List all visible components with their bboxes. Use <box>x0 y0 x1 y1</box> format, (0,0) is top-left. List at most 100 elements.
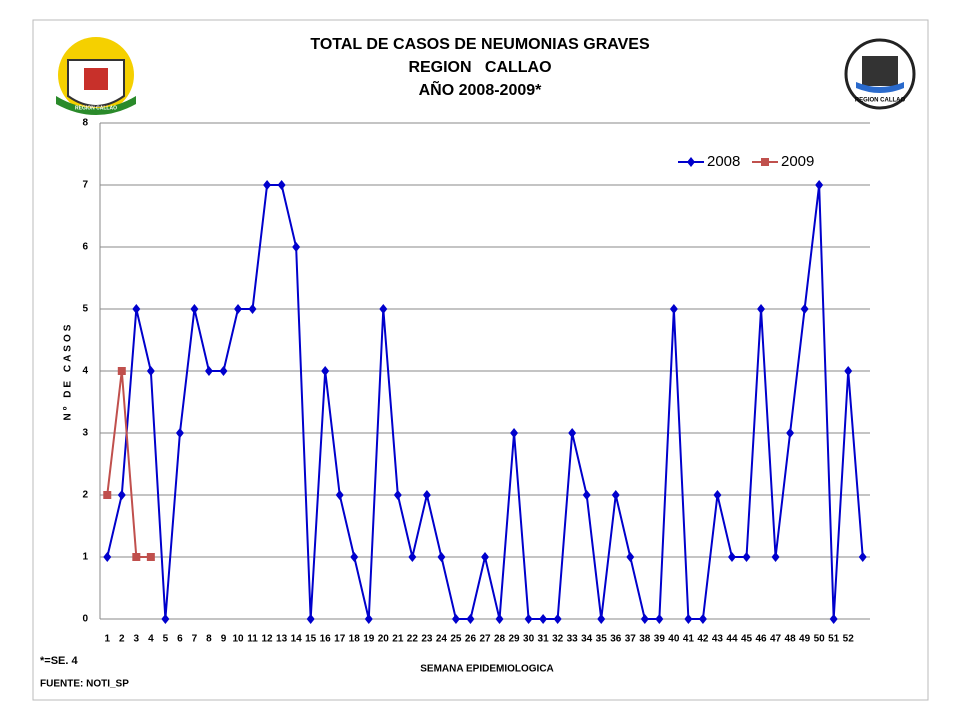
x-tick-label: 16 <box>320 634 332 645</box>
legend-marker <box>761 158 769 166</box>
marker <box>597 614 606 624</box>
marker <box>495 614 504 624</box>
marker <box>669 304 678 314</box>
title-line: REGION CALLAO <box>408 59 551 76</box>
title-line: AÑO 2008-2009* <box>419 79 543 99</box>
x-tick-label: 49 <box>799 634 811 645</box>
x-tick-label: 33 <box>567 634 579 645</box>
marker <box>568 428 577 438</box>
source: FUENTE: NOTI_SP <box>40 679 129 690</box>
marker <box>786 428 795 438</box>
y-tick-label: 8 <box>82 118 88 129</box>
logo-text: REGION CALLAO <box>75 105 117 111</box>
x-tick-label: 34 <box>581 634 593 645</box>
marker <box>466 614 475 624</box>
y-tick-label: 3 <box>82 428 88 439</box>
marker <box>437 552 446 562</box>
x-tick-label: 14 <box>291 634 303 645</box>
x-tick-label: 25 <box>450 634 462 645</box>
marker <box>277 180 286 190</box>
x-axis-label: SEMANA EPIDEMIOLOGICA <box>420 664 554 675</box>
x-tick-label: 15 <box>305 634 317 645</box>
x-tick-label: 51 <box>828 634 840 645</box>
x-tick-label: 46 <box>755 634 767 645</box>
x-tick-label: 30 <box>523 634 535 645</box>
x-tick-label: 11 <box>247 634 258 645</box>
x-tick-label: 28 <box>494 634 506 645</box>
marker <box>713 490 722 500</box>
marker <box>117 490 126 500</box>
x-tick-label: 40 <box>668 634 680 645</box>
x-tick-label: 47 <box>770 634 782 645</box>
marker <box>524 614 533 624</box>
x-tick-label: 36 <box>610 634 622 645</box>
marker <box>190 304 199 314</box>
x-tick-label: 27 <box>479 634 491 645</box>
marker <box>451 614 460 624</box>
series-line <box>106 370 151 558</box>
x-tick-label: 29 <box>508 634 520 645</box>
logo-right: REGION CALLAO <box>844 38 916 110</box>
marker <box>727 552 736 562</box>
x-tick-label: 2 <box>119 634 125 645</box>
marker <box>553 614 562 624</box>
logo-text: REGION CALLAO <box>855 98 906 104</box>
x-tick-label: 41 <box>683 634 695 645</box>
x-tick-label: 43 <box>712 634 724 645</box>
marker <box>379 304 388 314</box>
x-tick-label: 38 <box>639 634 651 645</box>
marker <box>175 428 184 438</box>
x-tick-label: 35 <box>596 634 608 645</box>
x-tick-label: 42 <box>697 634 709 645</box>
x-tick-label: 19 <box>363 634 375 645</box>
x-tick-label: 9 <box>221 634 227 645</box>
y-tick-label: 7 <box>82 180 88 191</box>
marker <box>582 490 591 500</box>
y-axis-label: Nº DE CASOS <box>63 322 74 421</box>
marker <box>684 614 693 624</box>
x-tick-label: 24 <box>436 634 448 645</box>
title-line: TOTAL DE CASOS DE NEUMONIAS GRAVES <box>310 36 650 53</box>
legend-label: 2009 <box>781 153 814 170</box>
marker <box>829 614 838 624</box>
marker <box>263 180 272 190</box>
marker <box>234 304 243 314</box>
x-tick-label: 3 <box>134 634 140 645</box>
marker <box>103 552 112 562</box>
legend-label: 2008 <box>707 153 740 170</box>
logo-ribbon <box>56 96 136 115</box>
x-tick-label: 13 <box>276 634 288 645</box>
marker <box>321 366 330 376</box>
x-tick-label: 44 <box>726 634 738 645</box>
y-tick-label: 2 <box>82 490 88 501</box>
x-tick-label: 18 <box>349 634 361 645</box>
x-tick-label: 10 <box>232 634 244 645</box>
marker <box>393 490 402 500</box>
x-tick-label: 22 <box>407 634 419 645</box>
marker <box>204 366 213 376</box>
y-tick-label: 4 <box>82 366 88 377</box>
marker <box>146 553 155 561</box>
x-tick-label: 48 <box>785 634 797 645</box>
x-tick-label: 6 <box>177 634 183 645</box>
marker <box>626 552 635 562</box>
x-tick-label: 4 <box>148 634 154 645</box>
marker <box>510 428 519 438</box>
slide-frame <box>32 19 929 701</box>
marker <box>481 552 489 562</box>
x-tick-label: 31 <box>538 634 550 645</box>
logo-left: REGION CALLAO <box>56 37 136 115</box>
x-tick-label: 32 <box>552 634 564 645</box>
marker <box>539 614 548 624</box>
marker <box>800 304 809 314</box>
logo-castle <box>84 68 108 90</box>
marker <box>306 614 315 624</box>
logo-tower <box>862 56 898 86</box>
x-tick-label: 45 <box>741 634 753 645</box>
marker <box>132 304 141 314</box>
y-tick-label: 0 <box>82 614 88 625</box>
x-tick-label: 37 <box>625 634 637 645</box>
x-tick-label: 1 <box>104 634 110 645</box>
marker <box>161 614 170 624</box>
